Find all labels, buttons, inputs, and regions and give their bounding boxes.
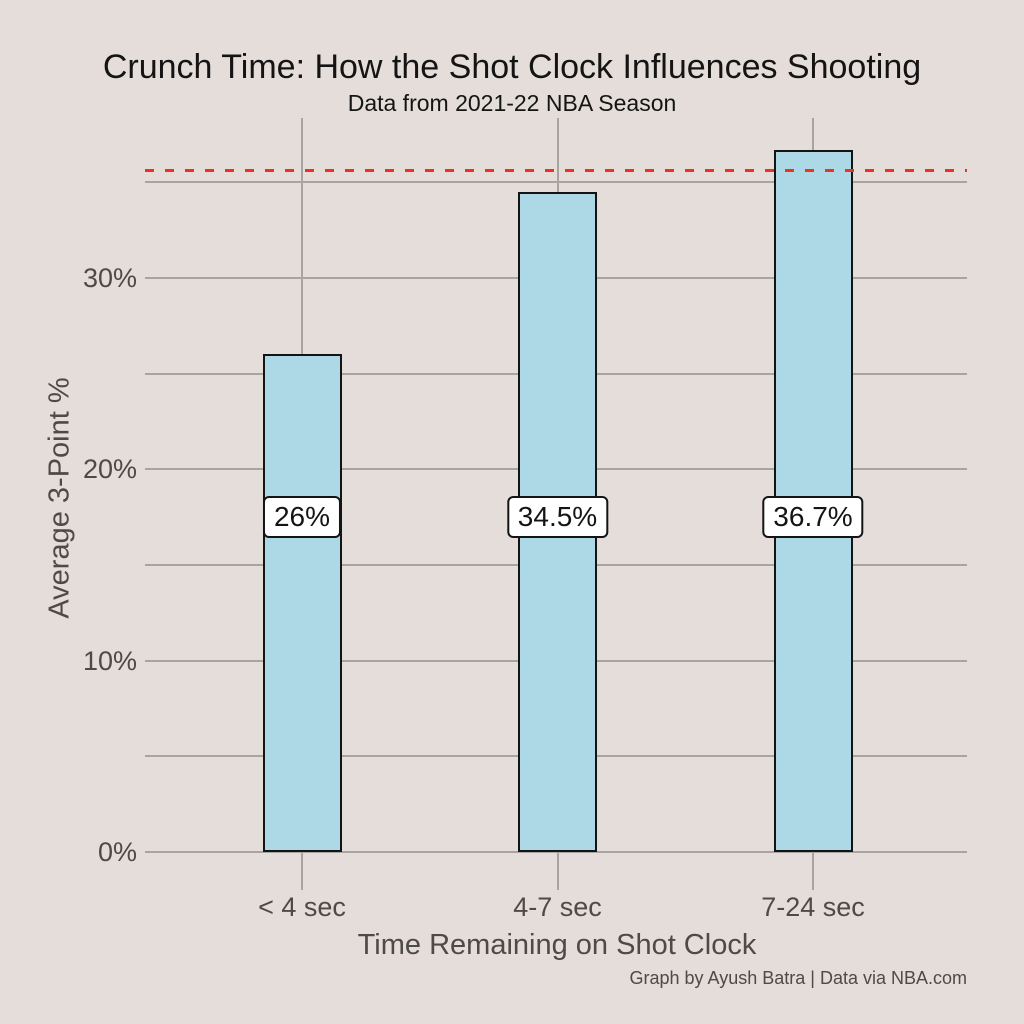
bar-value-label: 26% xyxy=(262,496,342,538)
chart-caption: Graph by Ayush Batra | Data via NBA.com xyxy=(629,968,968,988)
reference-line xyxy=(145,169,967,173)
chart-subtitle: Data from 2021-22 NBA Season xyxy=(347,90,677,116)
gridline-h xyxy=(145,181,967,184)
plot-panel: 26% 34.5% 36.7% xyxy=(145,118,967,890)
x-tick-label: 7-24 sec xyxy=(761,892,865,922)
y-tick-label: 10% xyxy=(82,645,137,676)
gridline-h xyxy=(145,851,967,853)
bar-value-label: 34.5% xyxy=(506,496,609,538)
y-tick-label: 30% xyxy=(82,262,137,293)
x-tick-label: 4-7 sec xyxy=(513,892,602,922)
x-tick-label: < 4 sec xyxy=(258,892,346,922)
bar-value-label: 36.7% xyxy=(762,496,864,538)
y-axis-title: Average 3-Point % xyxy=(43,377,76,619)
y-tick-label: 20% xyxy=(82,454,137,485)
y-tick-label: 0% xyxy=(97,837,137,867)
chart-title: Crunch Time: How the Shot Clock Influenc… xyxy=(102,48,922,86)
x-axis-title: Time Remaining on Shot Clock xyxy=(357,929,757,961)
bar--4-sec xyxy=(262,354,342,852)
